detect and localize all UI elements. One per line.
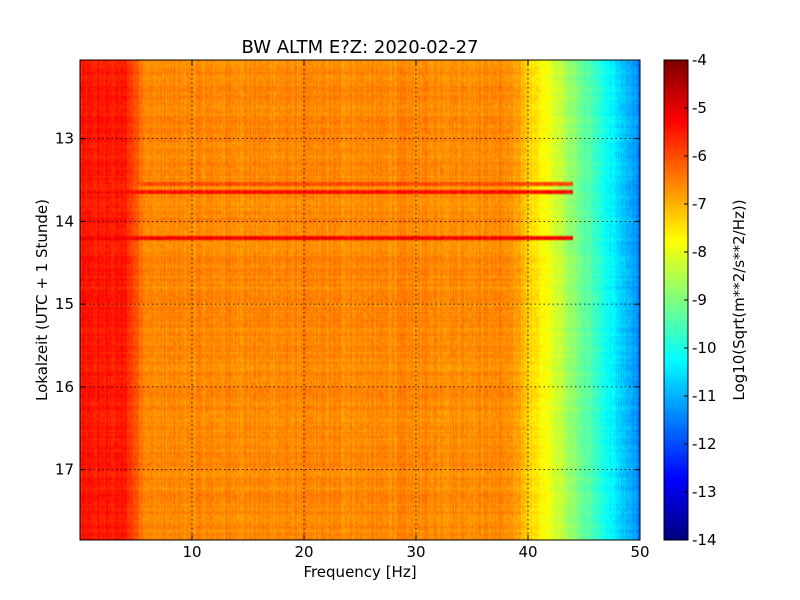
y-axis-label: Lokalzeit (UTC + 1 Stunde) <box>33 199 51 401</box>
x-tick-label: 10 <box>182 543 201 561</box>
colorbar-tick-label: -7 <box>692 195 707 213</box>
colorbar-label: Log10(Sqrt(m**2/s**2/Hz)) <box>730 199 748 400</box>
x-tick-label: 30 <box>406 543 425 561</box>
colorbar-tick-label: -5 <box>692 99 707 117</box>
chart-title: BW ALTM E?Z: 2020-02-27 <box>242 37 479 58</box>
y-tick-label: 17 <box>55 461 74 479</box>
x-tick-label: 20 <box>294 543 313 561</box>
colorbar-tick-label: -13 <box>692 483 717 501</box>
x-axis-label: Frequency [Hz] <box>303 563 416 581</box>
colorbar-tick-label: -11 <box>692 387 717 405</box>
x-axis: 10 20 30 40 50 <box>182 60 650 561</box>
colorbar-tick-label: -9 <box>692 291 707 309</box>
x-tick-label: 50 <box>630 543 649 561</box>
heatmap-image <box>80 60 640 540</box>
colorbar-tick-label: -14 <box>692 531 717 549</box>
y-axis: 13 14 15 16 17 <box>55 130 640 479</box>
grid-lines <box>80 60 640 540</box>
colorbar-tick-label: -12 <box>692 435 717 453</box>
plot-frame <box>79 59 641 541</box>
heatmap-area <box>80 60 640 540</box>
y-tick-label: 16 <box>55 378 74 396</box>
colorbar-ticks: -4 -5 -6 -7 -8 -9 -10 -11 -12 -13 -14 <box>684 51 717 549</box>
colorbar-tick-label: -10 <box>692 339 717 357</box>
x-tick-label: 40 <box>518 543 537 561</box>
colorbar: -4 -5 -6 -7 -8 -9 -10 -11 -12 -13 -14 Log10(Sqrt(m… <box>663 51 748 549</box>
colorbar-tick-label: -4 <box>692 51 707 69</box>
colorbar-tick-label: -6 <box>692 147 707 165</box>
y-tick-label: 13 <box>55 130 74 148</box>
y-tick-label: 15 <box>55 295 74 313</box>
colorbar-tick-label: -8 <box>692 243 707 261</box>
y-tick-label: 14 <box>55 212 74 230</box>
